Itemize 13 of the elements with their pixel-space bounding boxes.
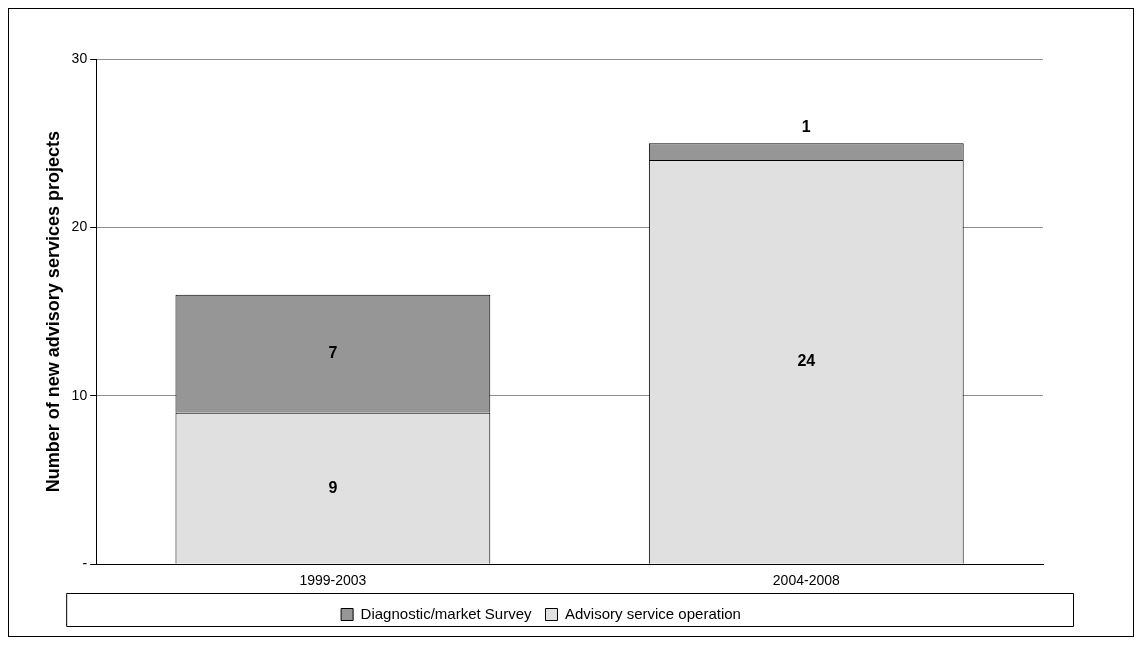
y-tick-label: 30	[71, 49, 88, 66]
y-tick-label: 20	[71, 218, 88, 235]
data-label: 24	[797, 352, 816, 370]
data-label: 9	[328, 478, 338, 496]
y-tick-label: 10	[71, 386, 88, 403]
x-tick-label: 2004-2008	[772, 572, 840, 589]
x-tick-label: 1999-2003	[299, 572, 367, 589]
data-label: 1	[801, 117, 811, 135]
legend-label: Diagnostic/market Survey	[360, 604, 532, 622]
legend-label: Advisory service operation	[564, 604, 741, 622]
data-label: 7	[328, 344, 338, 362]
y-axis-title: Number of new advisory services projects	[42, 131, 63, 493]
y-tick-label: -	[82, 555, 88, 572]
